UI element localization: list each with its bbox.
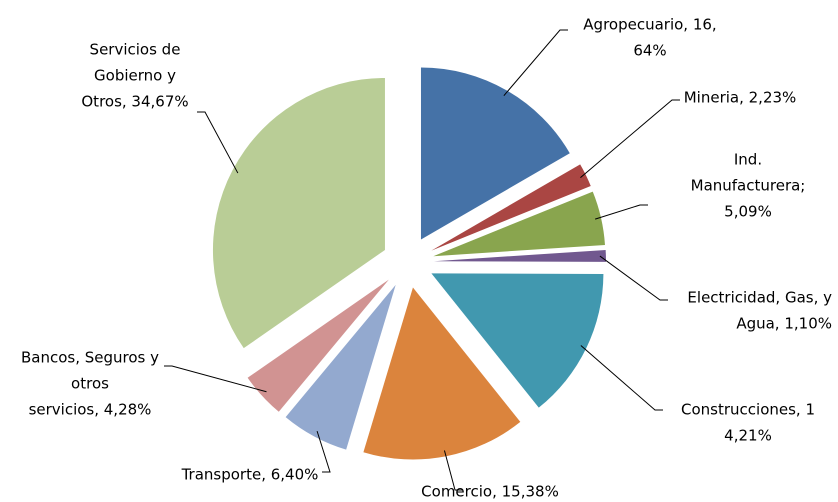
data-label: 4,21%: [724, 427, 772, 445]
data-label: 64%: [633, 42, 666, 60]
leader-line: [580, 345, 663, 411]
data-label: Otros, 34,67%: [81, 93, 188, 111]
pie-slice: [212, 77, 385, 349]
data-label: Agropecuario, 16,: [583, 16, 716, 34]
leader-line: [443, 450, 463, 491]
leader-line: [197, 111, 239, 174]
pie-slice: [420, 67, 570, 240]
data-label: Construcciones, 1: [681, 401, 815, 419]
pie-slice: [431, 164, 591, 251]
data-label: Electricidad, Gas, y: [687, 289, 832, 307]
leader-line: [503, 29, 568, 96]
pie-slice: [433, 249, 606, 262]
data-label: Agua, 1,10%: [736, 315, 832, 333]
pie-slice: [433, 191, 605, 257]
pie-slice: [247, 279, 389, 412]
data-label: Transporte, 6,40%: [181, 466, 319, 484]
pie-slice: [285, 284, 396, 450]
leader-line: [580, 99, 680, 178]
pie-slice: [363, 287, 521, 460]
data-label: Servicios de: [90, 41, 181, 59]
data-label: Ind.: [734, 151, 762, 169]
pie-slice: [431, 273, 604, 408]
leader-line: [164, 365, 267, 393]
leader-line: [594, 204, 648, 220]
data-label: otros: [71, 375, 109, 393]
data-label: Gobierno y: [94, 67, 176, 85]
leader-line: [316, 430, 331, 473]
leader-line: [599, 255, 668, 301]
data-label: Mineria, 2,23%: [684, 89, 797, 107]
data-label: Manufacturera;: [691, 177, 806, 195]
data-label: Bancos, Seguros y: [21, 349, 159, 367]
data-label: 5,09%: [724, 203, 772, 221]
data-label: Comercio, 15,38%: [421, 483, 559, 501]
data-label: servicios, 4,28%: [29, 401, 152, 419]
